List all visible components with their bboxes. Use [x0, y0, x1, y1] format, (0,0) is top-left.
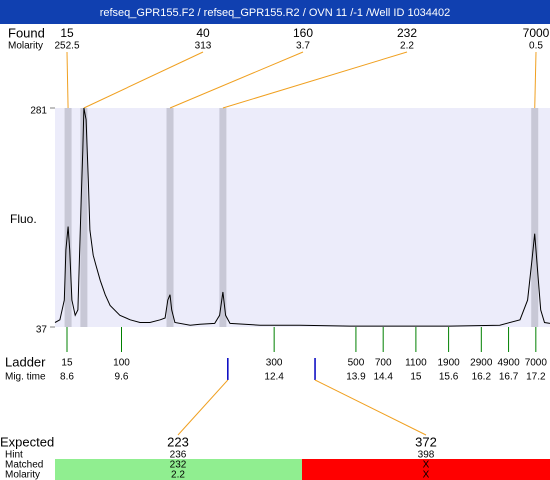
ladder-time: 15.6 — [439, 372, 459, 383]
header-bar — [0, 0, 550, 24]
expected-hint: 236 — [170, 450, 187, 461]
ladder-size: 1900 — [437, 358, 460, 369]
peak-band — [531, 108, 539, 327]
header-title: refseq_GPR155.F2 / refseq_GPR155.R2 / OV… — [100, 7, 451, 19]
ladder-time: 13.9 — [346, 372, 366, 383]
expected-size: 223 — [167, 434, 189, 449]
found-molarity: 252.5 — [54, 41, 79, 52]
ladder-time: 12.4 — [264, 372, 284, 383]
hint-label: Hint — [5, 450, 23, 461]
y-tick-label: 37 — [36, 325, 48, 336]
matched-bar — [55, 459, 302, 480]
y-tick-label: 281 — [30, 106, 47, 117]
ladder-time: 16.2 — [472, 372, 492, 383]
ladder-size: 100 — [113, 358, 130, 369]
peak-band — [64, 108, 72, 327]
ladder-size: 700 — [375, 358, 392, 369]
expected-label: Expected — [0, 434, 54, 449]
ladder-time: 16.7 — [499, 372, 519, 383]
peak-connector — [66, 51, 69, 109]
peak-band — [166, 108, 174, 327]
mig-time-label: Mig. time — [5, 372, 46, 383]
ladder-size: 2900 — [470, 358, 493, 369]
found-molarity: 3.7 — [296, 41, 310, 52]
found-molarity: 0.5 — [529, 41, 543, 52]
found-molarity: 2.2 — [400, 41, 414, 52]
molarity-label: Molarity — [8, 41, 43, 52]
ladder-time: 9.6 — [115, 372, 129, 383]
expected-connector — [314, 379, 427, 436]
peak-connector — [83, 51, 204, 109]
expected-connector — [177, 379, 229, 436]
trace — [54, 107, 550, 327]
found-molarity: 313 — [195, 41, 212, 52]
expected-molarity-label: Molarity — [5, 470, 40, 480]
expected-size: 372 — [415, 434, 437, 449]
ladder-label: Ladder — [5, 354, 46, 369]
found-size: 15 — [60, 26, 74, 40]
peak-connector — [169, 51, 304, 109]
matched-label: Matched — [5, 460, 43, 471]
peak-band — [80, 108, 88, 327]
ladder-size: 4900 — [497, 358, 520, 369]
peak-connector — [222, 51, 408, 109]
expected-matched: X — [423, 460, 430, 471]
ladder-time: 14.4 — [373, 372, 393, 383]
found-size: 7000 — [523, 26, 550, 40]
ladder-size: 15 — [61, 358, 73, 369]
found-label: Found — [8, 25, 45, 40]
ladder-time: 15 — [410, 372, 422, 383]
peak-connector — [534, 51, 537, 109]
y-axis-label: Fluo. — [10, 212, 37, 226]
ladder-size: 1100 — [405, 358, 427, 369]
found-size: 232 — [397, 26, 417, 40]
plot-area — [55, 108, 550, 327]
peak-band — [219, 108, 227, 327]
expected-molarity: 2.2 — [171, 470, 185, 480]
ladder-time: 8.6 — [60, 372, 74, 383]
expected-hint: 398 — [418, 450, 435, 461]
expected-molarity: X — [423, 470, 430, 480]
ladder-size: 300 — [266, 358, 283, 369]
expected-matched: 232 — [170, 460, 187, 471]
unmatched-bar — [302, 459, 550, 480]
ladder-time: 17.2 — [526, 372, 546, 383]
ladder-size: 7000 — [525, 358, 548, 369]
found-size: 40 — [196, 26, 210, 40]
found-size: 160 — [293, 26, 313, 40]
ladder-size: 500 — [348, 358, 365, 369]
